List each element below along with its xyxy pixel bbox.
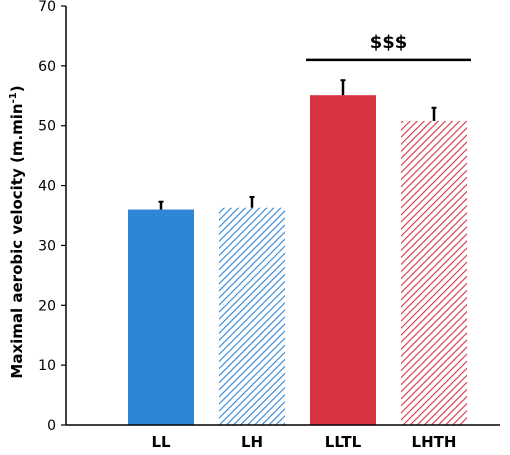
y-tick-label: 0 xyxy=(47,418,56,434)
bar-lhth xyxy=(401,120,467,425)
y-tick-label: 30 xyxy=(38,238,56,254)
x-label-ll: LL xyxy=(151,433,171,451)
bar-lltl xyxy=(310,95,376,426)
y-tick-label: 60 xyxy=(38,59,56,75)
y-tick-label: 70 xyxy=(38,0,56,15)
significance-label: $$$ xyxy=(370,32,408,53)
bar-lh xyxy=(219,207,285,425)
x-label-lhth: LHTH xyxy=(412,433,457,451)
y-tick-label: 50 xyxy=(38,119,56,135)
y-tick-label: 20 xyxy=(38,298,56,314)
y-axis-label: Maximal aerobic velocity (m.min-1) xyxy=(8,85,26,378)
y-tick-label: 40 xyxy=(38,179,56,195)
x-axis-labels: LL LH LLTL LHTH xyxy=(151,433,456,451)
x-label-lltl: LLTL xyxy=(325,433,362,451)
significance-annotation: $$$ xyxy=(306,32,471,62)
bars xyxy=(128,79,467,426)
y-axis-ticks: 0 10 20 30 40 50 60 70 xyxy=(38,0,66,434)
y-tick-label: 10 xyxy=(38,358,56,374)
bar-ll xyxy=(128,209,194,425)
x-label-lh: LH xyxy=(241,433,263,451)
